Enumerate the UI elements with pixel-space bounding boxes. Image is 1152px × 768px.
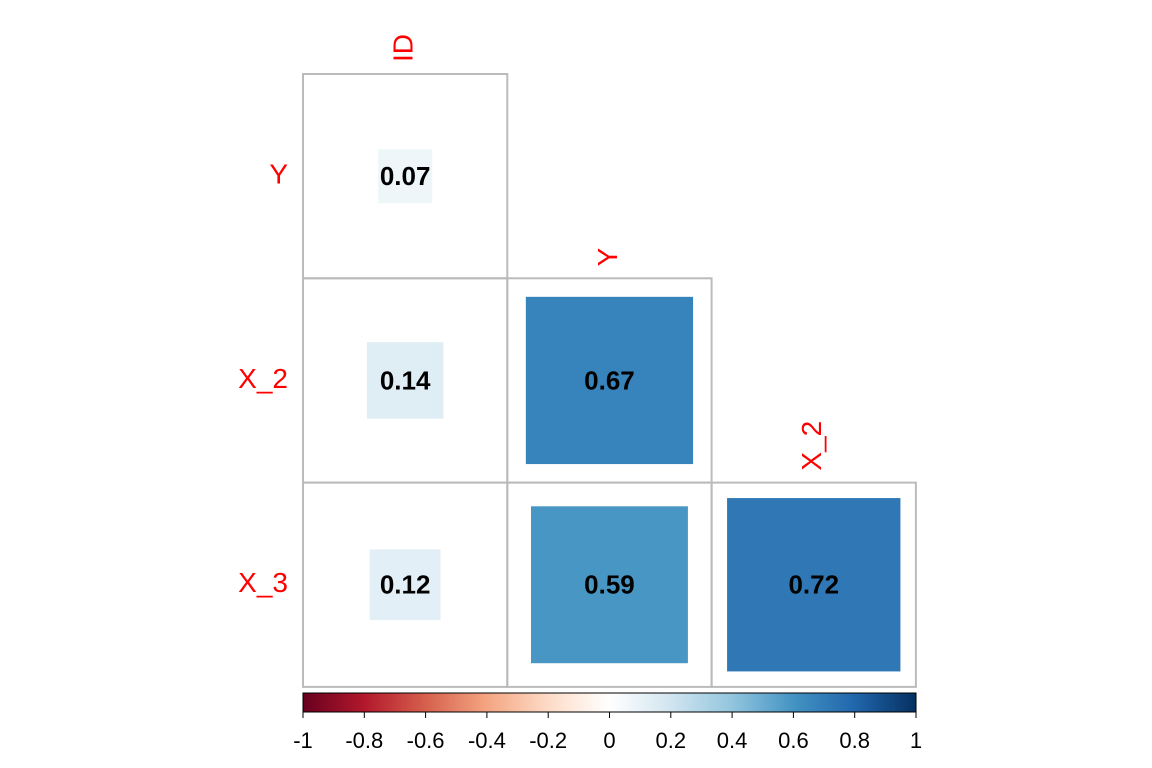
value-label: 0.12 [380,570,431,600]
value-label: 0.72 [788,570,839,600]
colorbar-tick-label: 0.6 [778,728,809,753]
cell-square [366,342,444,419]
colorbar-tick-label: 0.2 [656,728,687,753]
row-label: X_2 [238,363,288,394]
colorbar-tick-label: -0.8 [345,728,383,753]
colorbar [302,692,917,713]
colorbar-tick-label: 0.4 [717,728,748,753]
value-label: 0.67 [584,365,635,395]
row-label: X_3 [238,567,288,598]
cell-square [525,296,694,465]
colorbar-tick-label: -0.2 [529,728,567,753]
colorbar-tick-label: -1 [293,728,313,753]
column-label: X_2 [796,421,827,471]
column-label: ID [388,34,419,62]
column-label: Y [592,247,623,266]
colorbar-tick-label: 0 [603,728,615,753]
colorbar-tick-label: -0.4 [468,728,506,753]
colorbar-tick-label: 1 [910,728,922,753]
cell-square [378,149,433,204]
cell-square [530,506,688,664]
cell-square [727,498,901,672]
value-label: 0.59 [584,570,635,600]
colorbar-tick-label: -0.6 [407,728,445,753]
colorbar-tick-label: 0.8 [839,728,870,753]
cell-border [710,481,917,688]
row-label: Y [269,159,288,190]
value-label: 0.14 [380,365,431,395]
value-label: 0.07 [380,161,431,191]
cell-square [369,549,441,621]
